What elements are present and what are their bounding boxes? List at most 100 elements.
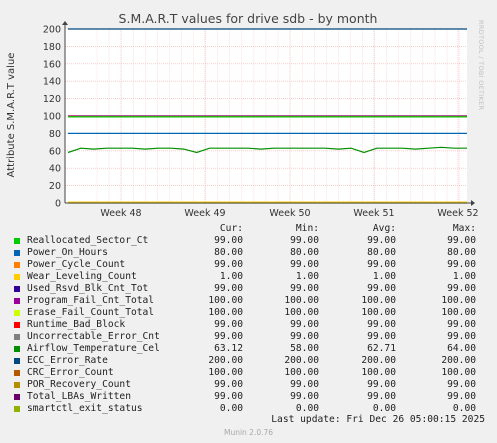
legend-name: Runtime_Bad_Block [27, 319, 126, 330]
legend-avg-value: 99.00 [367, 283, 396, 294]
legend-name: smartctl_exit_status [27, 403, 143, 414]
legend-row: Power_On_Hours 80.00 80.00 80.00 80.00 [0, 247, 497, 259]
legend-cur-value: 100.00 [208, 307, 243, 318]
legend-max-value: 80.00 [447, 247, 476, 258]
legend-max-value: 99.00 [447, 235, 476, 246]
last-update: Last update: Fri Dec 26 05:00:15 2025 [271, 414, 485, 425]
legend-swatch [14, 238, 20, 244]
legend-min-value: 100.00 [284, 307, 319, 318]
legend-row: ECC_Error_Rate 200.00 200.00 200.00 200.00 [0, 355, 497, 367]
legend-max-value: 100.00 [441, 307, 476, 318]
legend-min-value: 80.00 [290, 247, 319, 258]
y-tick-label: 20 [49, 181, 61, 192]
legend-avg-value: 62.71 [367, 343, 396, 354]
legend-swatch [14, 382, 20, 388]
legend-cur-value: 99.00 [214, 379, 243, 390]
legend-cur-value: 80.00 [214, 247, 243, 258]
legend-name: Reallocated_Sector_Ct [27, 235, 149, 246]
legend-max-value: 99.00 [447, 331, 476, 342]
y-tick-label: 160 [43, 59, 61, 70]
legend-row: Power_Cycle_Count 99.00 99.00 99.00 99.00 [0, 259, 497, 271]
legend-cur-value: 200.00 [208, 355, 243, 366]
y-tick-label: 60 [49, 146, 61, 157]
y-axis-arrow [62, 21, 68, 25]
legend-name: POR_Recovery_Count [27, 379, 131, 390]
y-tick-label: 0 [55, 199, 61, 210]
x-tick-label: Week 49 [184, 208, 225, 219]
legend-row: Wear_Leveling_Count 1.00 1.00 1.00 1.00 [0, 271, 497, 283]
legend-avg-value: 100.00 [361, 307, 396, 318]
legend-swatch [14, 286, 20, 292]
legend-swatch [14, 394, 20, 400]
legend-min-value: 100.00 [284, 295, 319, 306]
legend-avg-value: 100.00 [361, 367, 396, 378]
legend-cur-value: 1.00 [219, 271, 243, 282]
legend-min-value: 0.00 [295, 403, 319, 414]
legend-avg-value: 99.00 [367, 319, 396, 330]
legend-max-value: 64.00 [447, 343, 476, 354]
legend-header-min: Min: [295, 223, 319, 234]
legend-swatch [14, 262, 20, 268]
series-line-airflow-temperature-cel [67, 146, 467, 154]
legend-min-value: 58.00 [290, 343, 319, 354]
legend-max-value: 99.00 [447, 379, 476, 390]
legend-swatch [14, 406, 20, 412]
legend-cur-value: 100.00 [208, 367, 243, 378]
y-axis-label: Attribute S.M.A.R.T value [6, 53, 17, 178]
legend-min-value: 200.00 [284, 355, 319, 366]
legend-avg-value: 100.00 [361, 295, 396, 306]
legend-swatch [14, 334, 20, 340]
legend-header-cur: Cur: [219, 223, 243, 234]
y-tick-label: 100 [43, 112, 61, 123]
legend-name: Total_LBAs_Written [27, 391, 131, 402]
legend-min-value: 1.00 [295, 271, 319, 282]
y-tick-label: 80 [49, 129, 61, 140]
legend-cur-value: 100.00 [208, 295, 243, 306]
legend-name: Wear_Leveling_Count [27, 271, 137, 282]
legend-min-value: 99.00 [290, 319, 319, 330]
legend-header-avg: Avg: [372, 223, 396, 234]
x-tick-label: Week 52 [437, 208, 478, 219]
x-tick-label: Week 51 [353, 208, 394, 219]
legend-avg-value: 80.00 [367, 247, 396, 258]
legend-min-value: 99.00 [290, 283, 319, 294]
legend-swatch [14, 346, 20, 352]
legend-row: Total_LBAs_Written 99.00 99.00 99.00 99.00 [0, 391, 497, 403]
legend-cur-value: 0.00 [219, 403, 243, 414]
legend-max-value: 0.00 [452, 403, 476, 414]
legend-row: Uncorrectable_Error_Cnt 99.00 99.00 99.00 99… [0, 331, 497, 343]
legend-avg-value: 99.00 [367, 235, 396, 246]
x-tick-label: Week 50 [269, 208, 310, 219]
y-tick-label: 120 [43, 94, 61, 105]
legend-max-value: 99.00 [447, 319, 476, 330]
legend-row: CRC_Error_Count 100.00 100.00 100.00 100.00 [0, 367, 497, 379]
legend-swatch [14, 370, 20, 376]
legend-name: Airflow_Temperature_Cel [27, 343, 160, 354]
legend-avg-value: 0.00 [372, 403, 396, 414]
legend-min-value: 99.00 [290, 259, 319, 270]
legend-avg-value: 99.00 [367, 379, 396, 390]
legend-avg-value: 99.00 [367, 259, 396, 270]
legend-avg-value: 99.00 [367, 331, 396, 342]
legend-max-value: 99.00 [447, 259, 476, 270]
legend-row: POR_Recovery_Count 99.00 99.00 99.00 99.00 [0, 379, 497, 391]
legend-max-value: 100.00 [441, 367, 476, 378]
legend-name: Power_On_Hours [27, 247, 108, 258]
footer-version: Munin 2.0.76 [223, 428, 274, 437]
legend-name: ECC_Error_Rate [27, 355, 108, 366]
legend-max-value: 1.00 [452, 271, 476, 282]
legend-max-value: 99.00 [447, 283, 476, 294]
legend-row: Used_Rsvd_Blk_Cnt_Tot 99.00 99.00 99.00 99.0… [0, 283, 497, 295]
legend-row: Airflow_Temperature_Cel 63.12 58.00 62.71 64… [0, 343, 497, 355]
y-tick-label: 180 [43, 42, 61, 53]
legend-cur-value: 99.00 [214, 331, 243, 342]
y-tick-label: 200 [43, 25, 61, 36]
legend-cur-value: 99.00 [214, 391, 243, 402]
legend-min-value: 99.00 [290, 391, 319, 402]
legend-cur-value: 99.00 [214, 283, 243, 294]
legend-name: Uncorrectable_Error_Cnt [27, 331, 160, 342]
legend-cur-value: 99.00 [214, 235, 243, 246]
legend-avg-value: 1.00 [372, 271, 396, 282]
legend-name: Power_Cycle_Count [27, 259, 126, 270]
